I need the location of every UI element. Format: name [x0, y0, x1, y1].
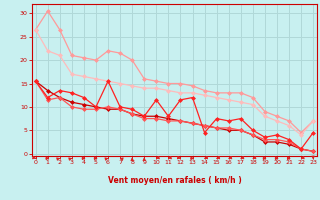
X-axis label: Vent moyen/en rafales ( km/h ): Vent moyen/en rafales ( km/h ) — [108, 176, 241, 185]
